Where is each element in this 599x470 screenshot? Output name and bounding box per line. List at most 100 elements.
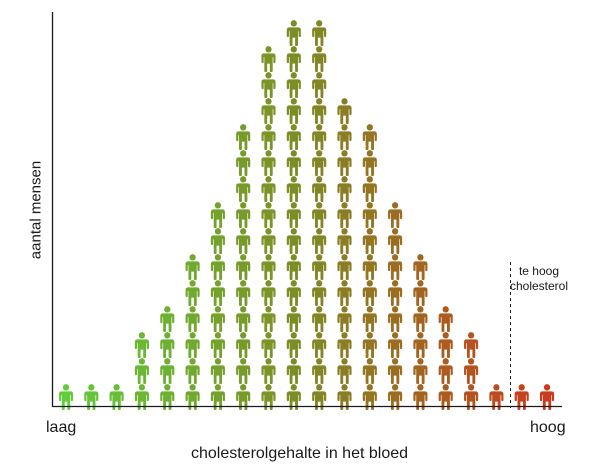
person-icon bbox=[261, 358, 276, 384]
person-icon bbox=[286, 228, 301, 254]
person-icon bbox=[388, 228, 403, 254]
bar-column-16 bbox=[438, 306, 453, 410]
person-icon bbox=[413, 280, 428, 306]
person-icon bbox=[362, 176, 377, 202]
person-icon bbox=[185, 358, 200, 384]
person-icon bbox=[236, 306, 251, 332]
person-icon bbox=[312, 98, 327, 124]
person-icon bbox=[464, 358, 479, 384]
pictogram-bars bbox=[58, 20, 555, 410]
person-icon bbox=[236, 150, 251, 176]
bar-column-6 bbox=[185, 254, 200, 410]
person-icon bbox=[388, 332, 403, 358]
person-icon bbox=[261, 306, 276, 332]
person-icon bbox=[438, 332, 453, 358]
person-icon bbox=[210, 280, 225, 306]
person-icon bbox=[286, 358, 301, 384]
person-icon bbox=[286, 46, 301, 72]
person-icon bbox=[160, 358, 175, 384]
person-icon bbox=[185, 306, 200, 332]
person-icon bbox=[362, 124, 377, 150]
person-icon bbox=[286, 176, 301, 202]
bar-column-7 bbox=[210, 202, 225, 410]
person-icon bbox=[388, 280, 403, 306]
person-icon bbox=[236, 332, 251, 358]
person-icon bbox=[210, 228, 225, 254]
person-icon bbox=[236, 228, 251, 254]
person-icon bbox=[413, 358, 428, 384]
person-icon bbox=[261, 176, 276, 202]
person-icon bbox=[286, 150, 301, 176]
person-icon bbox=[362, 332, 377, 358]
person-icon bbox=[337, 280, 352, 306]
person-icon bbox=[312, 228, 327, 254]
person-icon bbox=[388, 306, 403, 332]
person-icon bbox=[261, 280, 276, 306]
bar-column-4 bbox=[134, 332, 149, 410]
bar-column-11 bbox=[312, 20, 327, 410]
person-icon bbox=[312, 254, 327, 280]
person-icon bbox=[362, 202, 377, 228]
person-icon bbox=[312, 358, 327, 384]
bar-column-17 bbox=[464, 332, 479, 410]
y-axis-label: aantal mensen bbox=[27, 160, 45, 260]
person-icon bbox=[236, 280, 251, 306]
person-icon bbox=[312, 280, 327, 306]
person-icon bbox=[312, 46, 327, 72]
threshold-label: te hoog cholesterol bbox=[509, 264, 569, 293]
person-icon bbox=[261, 46, 276, 72]
person-icon bbox=[312, 306, 327, 332]
person-icon bbox=[236, 358, 251, 384]
bar-column-5 bbox=[160, 306, 175, 410]
person-icon bbox=[388, 358, 403, 384]
person-icon bbox=[312, 176, 327, 202]
person-icon bbox=[337, 124, 352, 150]
person-icon bbox=[312, 332, 327, 358]
person-icon bbox=[337, 254, 352, 280]
person-icon bbox=[160, 332, 175, 358]
person-icon bbox=[261, 150, 276, 176]
person-icon bbox=[388, 254, 403, 280]
person-icon bbox=[236, 202, 251, 228]
x-axis-low-label: laag bbox=[46, 419, 77, 436]
person-icon bbox=[286, 306, 301, 332]
person-icon bbox=[413, 254, 428, 280]
person-icon bbox=[413, 306, 428, 332]
person-icon bbox=[438, 358, 453, 384]
x-axis-label: cholesterolgehalte in het bloed bbox=[190, 445, 409, 462]
person-icon bbox=[312, 124, 327, 150]
person-icon bbox=[261, 202, 276, 228]
person-icon bbox=[464, 332, 479, 358]
person-icon bbox=[261, 228, 276, 254]
person-icon bbox=[286, 254, 301, 280]
person-icon bbox=[286, 332, 301, 358]
person-icon bbox=[362, 358, 377, 384]
person-icon bbox=[337, 176, 352, 202]
person-icon bbox=[185, 254, 200, 280]
person-icon bbox=[261, 124, 276, 150]
person-icon bbox=[438, 306, 453, 332]
person-icon bbox=[362, 280, 377, 306]
person-icon bbox=[337, 98, 352, 124]
person-icon bbox=[261, 72, 276, 98]
bar-column-12 bbox=[337, 98, 352, 410]
bar-column-15 bbox=[413, 254, 428, 410]
person-icon bbox=[362, 254, 377, 280]
person-icon bbox=[286, 20, 301, 46]
person-icon bbox=[134, 332, 149, 358]
person-icon bbox=[286, 72, 301, 98]
person-icon bbox=[261, 98, 276, 124]
person-icon bbox=[160, 306, 175, 332]
person-icon bbox=[362, 306, 377, 332]
bar-column-8 bbox=[236, 124, 251, 410]
person-icon bbox=[337, 358, 352, 384]
person-icon bbox=[286, 202, 301, 228]
bar-column-9 bbox=[261, 46, 276, 410]
person-icon bbox=[286, 124, 301, 150]
person-icon bbox=[261, 332, 276, 358]
person-icon bbox=[236, 176, 251, 202]
person-icon bbox=[210, 306, 225, 332]
person-icon bbox=[413, 332, 428, 358]
bar-column-14 bbox=[388, 202, 403, 410]
